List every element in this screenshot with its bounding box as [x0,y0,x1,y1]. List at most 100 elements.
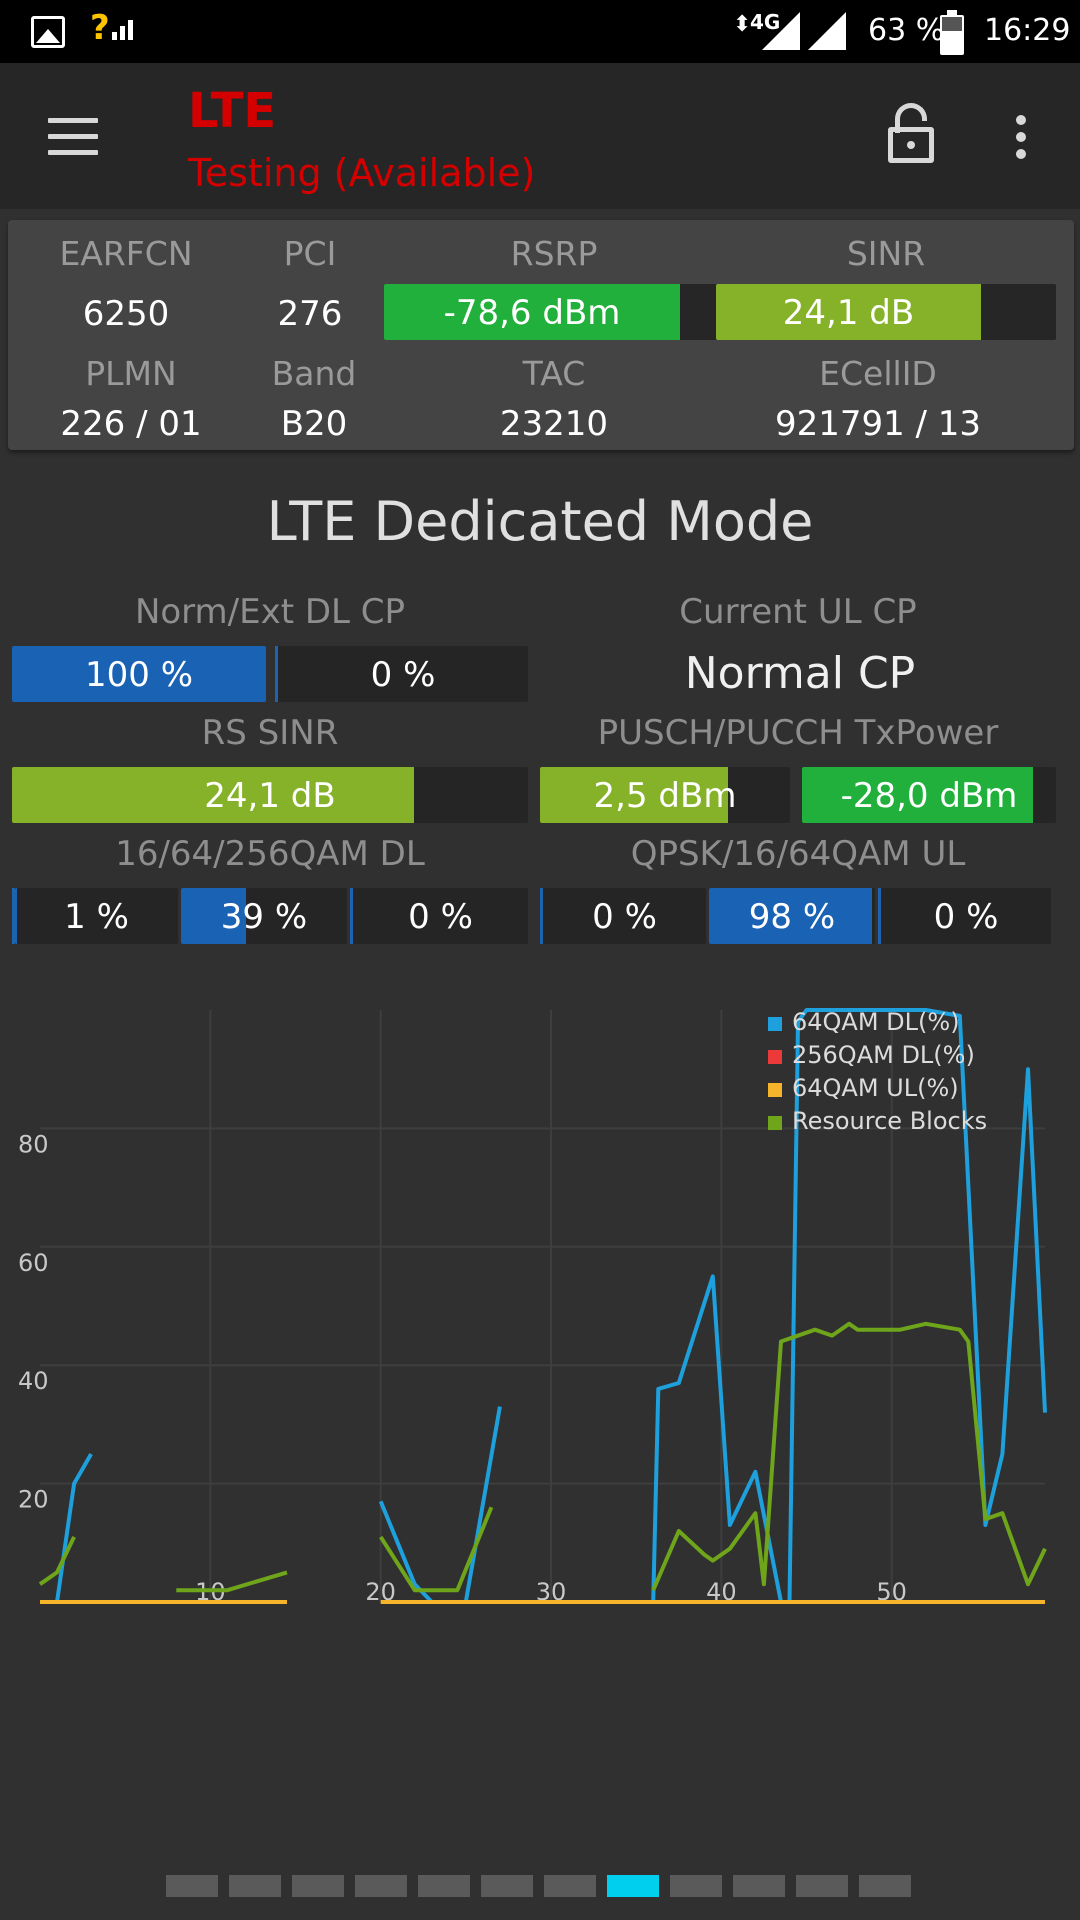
status-bar: ? ⬍ 4G 63 % 16:29 [0,0,1080,63]
ul-qpsk-value: 0 % [592,897,657,937]
norm-ext-dl-cp-label: Norm/Ext DL CP [134,592,406,632]
series-line [55,1008,1047,1604]
pusch-power-bar: 2,5 dBm [540,767,790,823]
sinr-gauge-fill [716,284,981,340]
page-dot[interactable] [733,1875,785,1897]
page-indicator [166,1875,916,1897]
tac-header: TAC [522,354,586,393]
dl-16qam-bar-fill [15,888,17,944]
bar-separator [12,888,15,944]
app-title: LTE [188,83,277,139]
pucch-power-bar-fill [802,767,1033,823]
pci-value: 276 [277,294,343,334]
earfcn-value: 6250 [82,294,170,334]
clock: 16:29 [984,13,1071,48]
ext-cp-value: 0 % [370,655,436,695]
y-tick-label: 80 [18,1130,49,1158]
dl-64qam-value: 39 % [220,897,308,937]
pusch-power-bar-fill [540,767,728,823]
ecellid-value: 921791 / 13 [774,404,982,444]
page-dot[interactable] [544,1875,596,1897]
dl-64qam-bar: 39 % [181,888,347,944]
legend-label: 64QAM UL(%) [792,1074,959,1102]
pci-header: PCI [283,234,337,273]
page-dot[interactable] [607,1875,659,1897]
image-icon [31,16,65,48]
dl-256qam-value: 0 % [408,897,473,937]
pucch-power-value: -28,0 dBm [840,776,1018,816]
band-header: Band [271,354,357,393]
legend-swatch [768,1017,782,1031]
battery-icon [940,10,964,55]
rsrp-value: -78,6 dBm [443,293,621,333]
plmn-value: 226 / 01 [60,404,202,444]
plmn-header: PLMN [85,354,177,393]
bar-separator [878,888,881,944]
app-toolbar: LTE Testing (Available) [0,63,1080,209]
data-arrows-icon: ⬍ [733,12,752,37]
series-line [38,1321,1047,1593]
signal-icon [762,12,800,50]
rsrp-header: RSRP [510,234,598,273]
legend-swatch [768,1116,782,1130]
legend-swatch [768,1050,782,1064]
dl-16qam-bar: 1 % [15,888,178,944]
sinr-gauge: 24,1 dB [716,284,1056,340]
band-value: B20 [280,404,348,444]
cell-info-panel: EARFCN PCI RSRP SINR 6250 276 -78,6 dBm … [8,220,1074,450]
page-dot[interactable] [292,1875,344,1897]
ul-qam-label: QPSK/16/64QAM UL [630,834,966,874]
page-dot[interactable] [418,1875,470,1897]
sinr-value: 24,1 dB [782,293,915,333]
battery-percent: 63 % [868,13,945,48]
y-tick-label: 20 [18,1486,49,1514]
ul-16qam-bar: 98 % [709,888,875,944]
norm-cp-bar-fill [12,646,266,702]
page-dot[interactable] [481,1875,533,1897]
ul-64qam-bar: 0 % [881,888,1051,944]
lock-open-icon[interactable] [888,103,934,163]
page-dot[interactable] [166,1875,218,1897]
ul-64qam-value: 0 % [933,897,999,937]
rs-sinr-value: 24,1 dB [204,776,336,816]
norm-cp-value: 100 % [84,655,193,695]
more-vert-icon[interactable] [1016,115,1026,159]
pucch-power-bar: -28,0 dBm [802,767,1056,823]
page-dot[interactable] [229,1875,281,1897]
dl-16qam-value: 1 % [64,897,129,937]
earfcn-header: EARFCN [59,234,193,273]
no-sim-signal-icon: ? [90,8,110,48]
rs-sinr-label: RS SINR [201,713,339,753]
bar-separator [540,888,543,944]
dl-qam-label: 16/64/256QAM DL [115,834,425,874]
norm-cp-bar: 100 % [12,646,266,702]
page-dot[interactable] [796,1875,848,1897]
menu-icon[interactable] [48,118,98,156]
legend-label: Resource Blocks [792,1107,987,1135]
legend-swatch [768,1083,782,1097]
y-tick-label: 60 [18,1249,49,1277]
rsrp-gauge: -78,6 dBm [384,284,717,340]
qam-line-chart: 20 40 60 80 10 20 30 40 50 64QAM DL(%) 256QAM DL(%… [0,990,1080,1650]
ecellid-header: ECellID [819,354,937,393]
y-tick-label: 40 [18,1367,49,1395]
page-dot[interactable] [355,1875,407,1897]
ul-16qam-bar-fill [709,888,872,944]
rsrp-gauge-fill [384,284,680,340]
ext-cp-bar: 0 % [278,646,528,702]
legend-label: 256QAM DL(%) [792,1041,975,1069]
tx-power-label: PUSCH/PUCCH TxPower [597,713,999,753]
current-ul-cp-label: Current UL CP [679,592,917,632]
page-dot[interactable] [670,1875,722,1897]
bar-separator [275,646,278,702]
page-dot[interactable] [859,1875,911,1897]
dl-64qam-bar-fill [181,888,246,944]
app-subtitle: Testing (Available) [188,151,536,195]
sinr-header: SINR [846,234,926,273]
pusch-power-value: 2,5 dBm [593,776,737,816]
rs-sinr-bar: 24,1 dB [12,767,528,823]
rs-sinr-bar-fill [12,767,414,823]
tac-value: 23210 [499,404,609,444]
ul-16qam-value: 98 % [748,897,836,937]
